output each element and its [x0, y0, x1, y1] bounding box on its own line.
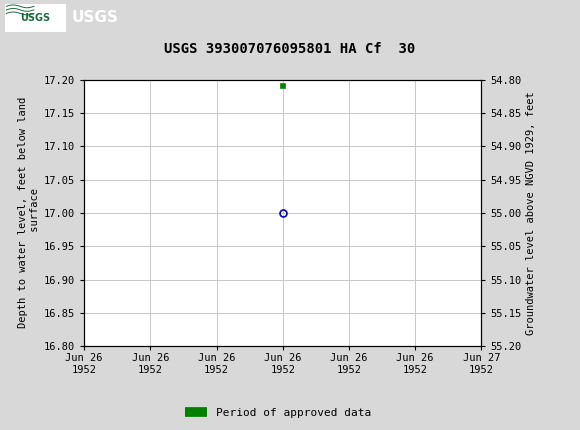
Legend: Period of approved data: Period of approved data [181, 403, 376, 422]
Y-axis label: Groundwater level above NGVD 1929, feet: Groundwater level above NGVD 1929, feet [526, 91, 536, 335]
Y-axis label: Depth to water level, feet below land
 surface: Depth to water level, feet below land su… [18, 97, 39, 329]
Text: USGS 393007076095801 HA Cf  30: USGS 393007076095801 HA Cf 30 [164, 42, 416, 56]
Bar [5, 3, 66, 32]
Text: USGS: USGS [71, 10, 118, 25]
Text: USGS: USGS [20, 12, 50, 23]
